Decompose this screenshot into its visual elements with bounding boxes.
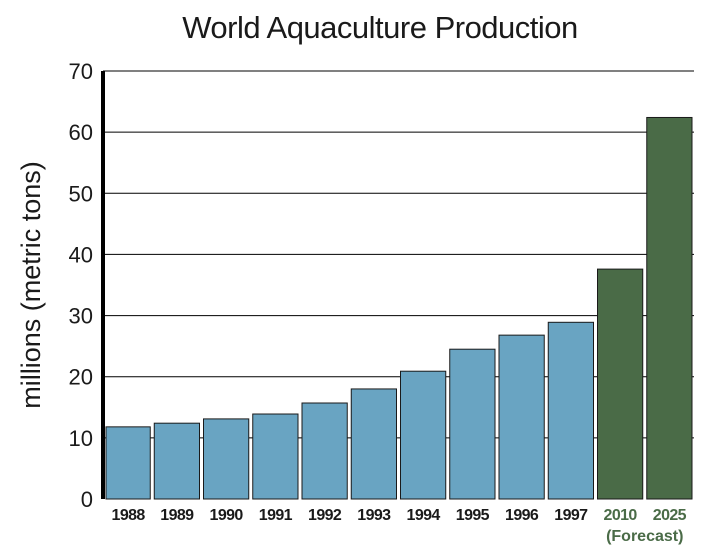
x-tick-label: 1990 <box>210 507 244 524</box>
x-tick-label: 2025 <box>653 507 687 524</box>
bar-1996 <box>498 334 545 500</box>
bar-1997 <box>547 321 594 500</box>
y-tick-label: 60 <box>69 120 93 145</box>
x-axis-ticks: 1988 1989 1990 1991 1992 1993 1994 1995 1996 1997… <box>112 507 688 524</box>
y-tick-label: 10 <box>69 426 93 451</box>
gridlines <box>103 70 694 439</box>
chart-title: World Aquaculture Production <box>182 10 578 45</box>
bars <box>105 116 693 500</box>
y-axis-label: millions (metric tons) <box>16 161 46 409</box>
y-tick-label: 50 <box>69 181 93 206</box>
x-tick-label: 1991 <box>259 507 293 524</box>
y-tick-label: 70 <box>69 59 93 84</box>
x-tick-label: 1993 <box>357 507 391 524</box>
x-tick-label: 1995 <box>456 507 490 524</box>
x-tick-label: 1992 <box>308 507 342 524</box>
y-axis-ticks: 0 10 20 30 40 50 60 70 <box>69 59 93 512</box>
bar-1994 <box>400 370 447 500</box>
bar-1989 <box>153 422 200 500</box>
forecast-annotation: (Forecast) <box>606 528 683 545</box>
x-tick-label: 1988 <box>112 507 146 524</box>
x-tick-label: 1994 <box>407 507 441 524</box>
bar-1995 <box>449 348 496 500</box>
y-tick-label: 40 <box>69 242 93 267</box>
bar-1992 <box>301 402 348 500</box>
x-tick-label: 1997 <box>554 507 588 524</box>
y-tick-label: 20 <box>69 365 93 390</box>
x-tick-label: 2010 <box>604 507 638 524</box>
bar-2010 <box>597 268 644 500</box>
bar-1993 <box>350 388 397 500</box>
bar-1988 <box>105 426 151 500</box>
x-tick-label: 1989 <box>160 507 194 524</box>
bar-2025 <box>646 116 693 500</box>
x-tick-label: 1996 <box>505 507 539 524</box>
y-tick-label: 0 <box>81 487 93 512</box>
bar-1991 <box>252 413 299 500</box>
y-tick-label: 30 <box>69 304 93 329</box>
bar-1990 <box>203 418 250 500</box>
